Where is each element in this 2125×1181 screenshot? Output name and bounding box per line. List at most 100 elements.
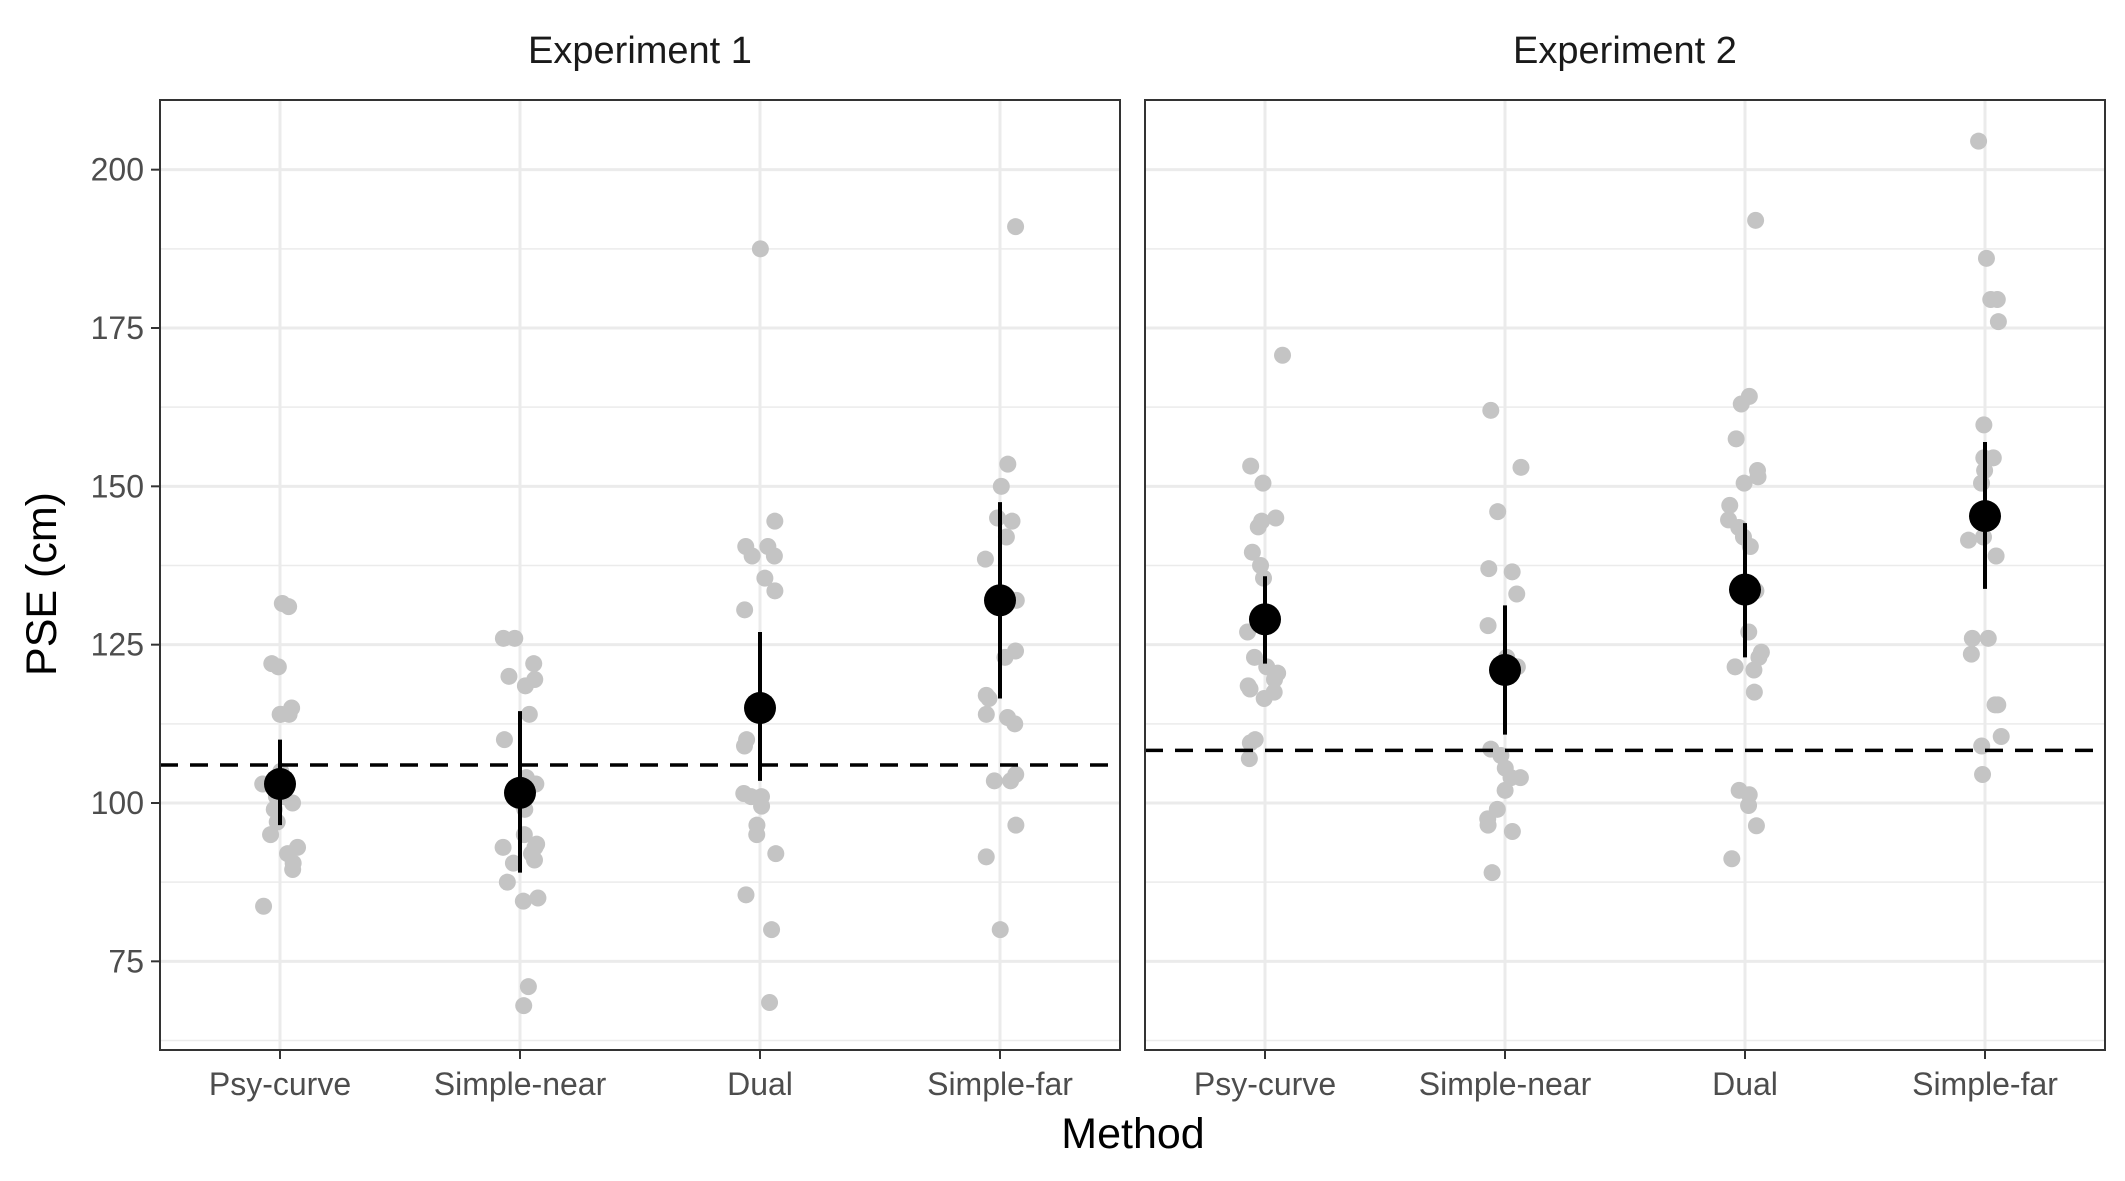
y-tick-label: 75 xyxy=(108,943,144,979)
panel-title: Experiment 1 xyxy=(528,30,752,72)
data-point xyxy=(1740,797,1758,815)
data-point xyxy=(1987,547,2005,565)
data-point xyxy=(1732,395,1750,413)
panel-plot-area xyxy=(160,100,1120,1050)
data-point xyxy=(1508,585,1526,603)
data-point xyxy=(1254,474,1272,492)
x-tick-label: Simple-near xyxy=(1419,1066,1592,1102)
data-point xyxy=(992,477,1010,495)
data-point xyxy=(1267,509,1285,527)
data-point xyxy=(1745,683,1763,701)
data-point xyxy=(284,794,302,812)
data-point xyxy=(516,677,534,695)
data-point xyxy=(756,569,774,587)
data-point xyxy=(525,851,543,869)
data-point xyxy=(272,705,290,723)
mean-point xyxy=(1969,500,2001,533)
data-point xyxy=(1977,249,1995,267)
panel-1: Experiment 1 Psy-curve Simple-near Dual Simp… xyxy=(159,30,1121,1102)
data-point xyxy=(976,550,994,568)
data-point xyxy=(1255,690,1273,707)
data-point xyxy=(1727,430,1745,448)
data-point xyxy=(1960,531,1978,549)
data-point xyxy=(999,455,1017,473)
data-point xyxy=(765,547,783,565)
x-tick-label: Simple-far xyxy=(927,1066,1073,1102)
data-point xyxy=(262,826,280,844)
data-point xyxy=(989,509,1007,527)
data-point xyxy=(1975,416,1993,434)
data-point xyxy=(1006,715,1024,733)
x-tick-label: Dual xyxy=(727,1066,793,1102)
data-point xyxy=(753,797,771,815)
data-point xyxy=(977,848,995,866)
data-point xyxy=(1962,645,1980,663)
panel-title: Experiment 2 xyxy=(1513,30,1737,72)
data-point xyxy=(1003,512,1021,530)
data-point xyxy=(1992,728,2010,745)
panel-2: Experiment 2 Psy-curve Simple-near Dual Simp… xyxy=(1144,30,2106,1102)
data-point xyxy=(500,667,518,685)
x-tick-label: Psy-curve xyxy=(209,1066,351,1102)
data-point xyxy=(1735,474,1753,492)
data-point xyxy=(751,240,769,258)
data-point xyxy=(1723,850,1741,868)
data-point xyxy=(1243,543,1261,561)
data-point xyxy=(1747,211,1765,229)
mean-point xyxy=(1249,603,1281,636)
data-point xyxy=(1241,734,1259,752)
x-tick-label: Dual xyxy=(1712,1066,1778,1102)
data-point xyxy=(1740,623,1758,641)
data-point xyxy=(1245,648,1263,666)
data-point xyxy=(1503,563,1521,581)
data-point xyxy=(1479,816,1497,834)
x-tick-label: Psy-curve xyxy=(1194,1066,1336,1102)
data-point xyxy=(1979,629,1997,647)
y-tick-label: 150 xyxy=(91,468,144,504)
data-point xyxy=(1970,132,1988,150)
mean-point xyxy=(1489,654,1521,686)
data-point xyxy=(1503,823,1521,840)
data-point xyxy=(1984,449,2002,467)
y-tick-label: 100 xyxy=(91,785,144,821)
panels-layer: Experiment 1 Psy-curve Simple-near Dual Simp… xyxy=(159,30,2106,1102)
data-point xyxy=(1745,661,1763,679)
data-point xyxy=(1266,671,1284,688)
data-point xyxy=(255,897,273,915)
y-axis: 75 100 125 150 175 200 xyxy=(91,152,160,979)
y-tick-label: 125 xyxy=(91,627,144,663)
data-point xyxy=(494,838,512,856)
data-point xyxy=(1007,218,1025,236)
mean-point xyxy=(504,776,536,809)
data-point xyxy=(1989,313,2007,331)
data-point xyxy=(519,978,537,996)
data-point xyxy=(977,705,995,723)
mean-point xyxy=(264,768,296,800)
data-point xyxy=(504,854,522,872)
x-tick-label: Simple-far xyxy=(1912,1066,2058,1102)
data-point xyxy=(1479,617,1497,635)
panel-border xyxy=(159,99,1121,1051)
data-point xyxy=(1721,496,1739,514)
data-point xyxy=(1007,816,1025,834)
data-point xyxy=(1241,680,1259,698)
data-point xyxy=(991,921,1009,939)
data-point xyxy=(1489,503,1507,521)
data-point xyxy=(997,528,1015,546)
data-point xyxy=(273,595,291,612)
data-point xyxy=(506,629,524,647)
data-point xyxy=(1249,518,1267,536)
data-point xyxy=(767,845,785,863)
y-axis-title: PSE (cm) xyxy=(18,492,66,676)
y-tick-label: 175 xyxy=(91,310,144,346)
data-point xyxy=(263,655,281,673)
data-point xyxy=(1240,750,1258,768)
data-point xyxy=(1989,696,2007,714)
panel-border xyxy=(1144,99,2106,1051)
data-point xyxy=(763,921,781,939)
data-point xyxy=(980,690,998,707)
mean-point xyxy=(1729,573,1761,606)
data-point xyxy=(495,731,513,749)
